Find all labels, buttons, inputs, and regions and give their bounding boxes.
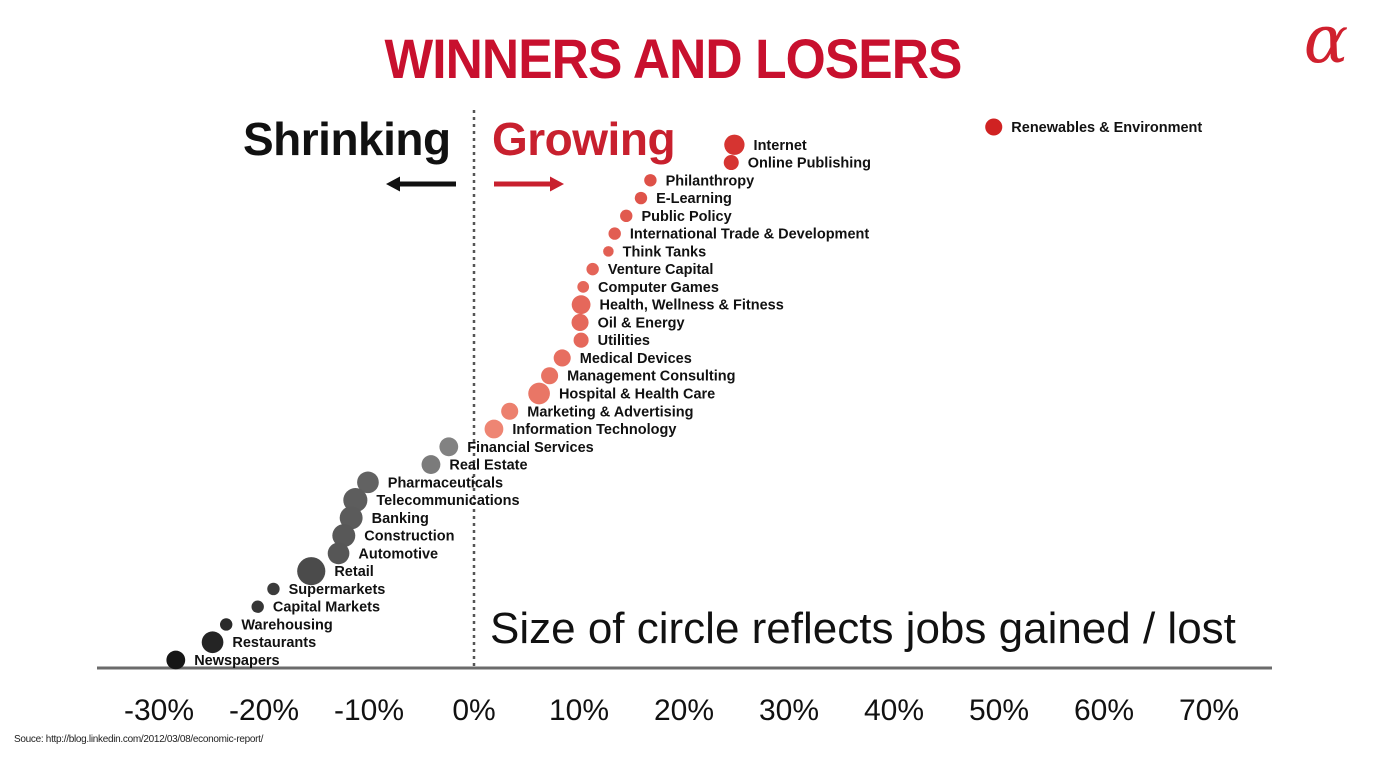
x-tick-label: 10% bbox=[549, 694, 609, 727]
data-point-label: E-Learning bbox=[656, 191, 732, 207]
data-point-label: Construction bbox=[364, 529, 454, 545]
x-tick-label: 0% bbox=[452, 694, 495, 727]
data-point-circle bbox=[297, 557, 326, 586]
x-tick-label: 40% bbox=[864, 694, 924, 727]
data-point-circle bbox=[421, 455, 441, 474]
data-point-circle bbox=[985, 118, 1003, 136]
x-tick-label: -20% bbox=[229, 694, 299, 727]
data-point-circle bbox=[251, 600, 264, 613]
data-point-label: Supermarkets bbox=[289, 582, 386, 598]
right-arrow-icon bbox=[494, 176, 564, 192]
axes: -30% -20% -10% 0% 10% 20% 30% 40% 50% 60% 70% bbox=[97, 110, 1272, 727]
data-point-label: Oil & Energy bbox=[598, 315, 685, 331]
data-point-circle bbox=[528, 382, 550, 405]
data-point-circle bbox=[327, 542, 350, 565]
data-point-label: Public Policy bbox=[641, 209, 731, 225]
data-point-circle bbox=[571, 295, 591, 315]
data-point-circle bbox=[439, 437, 459, 457]
data-point-label: Internet bbox=[754, 138, 807, 154]
x-tick-label: 60% bbox=[1074, 694, 1134, 727]
data-point-label: Automotive bbox=[358, 546, 438, 562]
data-point-circle bbox=[541, 367, 559, 385]
data-point-circle bbox=[484, 419, 504, 439]
growing-heading: Growing bbox=[492, 113, 676, 165]
data-point-label: Utilities bbox=[598, 333, 650, 349]
data-point-label: Management Consulting bbox=[567, 369, 735, 385]
data-point-label: Think Tanks bbox=[623, 244, 707, 260]
data-point-circle bbox=[571, 313, 589, 331]
slide-title: WINNERS AND LOSERS bbox=[384, 27, 963, 90]
data-point-circle bbox=[343, 488, 368, 513]
data-point-circle bbox=[577, 281, 590, 293]
data-point-circle bbox=[220, 618, 233, 631]
data-point-circle bbox=[620, 209, 633, 223]
data-point-circle bbox=[332, 524, 356, 548]
data-point-circle bbox=[553, 349, 571, 367]
data-point-label: Financial Services bbox=[467, 440, 594, 456]
data-point-circle bbox=[603, 246, 614, 257]
data-point-circle bbox=[201, 631, 224, 654]
data-point-label: Online Publishing bbox=[748, 156, 871, 172]
data-point-circle bbox=[166, 650, 186, 670]
data-point-label: Banking bbox=[372, 511, 429, 527]
data-point-label: Medical Devices bbox=[580, 351, 692, 367]
source-citation: Souce: http://blog.linkedin.com/2012/03/… bbox=[14, 734, 264, 745]
data-point-circle bbox=[723, 155, 739, 171]
x-tick-label: -10% bbox=[334, 694, 404, 727]
data-point-label: Retail bbox=[334, 564, 374, 580]
data-point-circle bbox=[339, 506, 363, 530]
data-point-label: Renewables & Environment bbox=[1011, 120, 1202, 136]
data-point-label: Pharmaceuticals bbox=[388, 475, 503, 491]
data-point-label: Real Estate bbox=[449, 458, 527, 474]
data-point-circle bbox=[634, 191, 648, 205]
data-point-label: Venture Capital bbox=[608, 262, 714, 278]
data-point-label: Capital Markets bbox=[273, 600, 380, 616]
x-ticks: -30% -20% -10% 0% 10% 20% 30% 40% 50% 60% 70% bbox=[124, 694, 1239, 727]
x-tick-label: 50% bbox=[969, 694, 1029, 727]
data-point-circle bbox=[357, 471, 379, 494]
data-point-circle bbox=[501, 402, 519, 420]
data-point-label: Marketing & Advertising bbox=[527, 404, 693, 420]
data-point-label: Warehousing bbox=[241, 617, 332, 633]
data-point-circle bbox=[586, 262, 599, 276]
data-point-circle bbox=[608, 227, 621, 240]
data-point-label: Computer Games bbox=[598, 280, 719, 296]
alpha-logo-icon: α bbox=[1303, 1, 1349, 78]
data-point-label: Telecommunications bbox=[376, 493, 519, 509]
direction-arrows bbox=[386, 176, 564, 192]
data-point-circle bbox=[267, 582, 280, 596]
shrinking-heading: Shrinking bbox=[243, 113, 451, 165]
data-point-label: Newspapers bbox=[194, 653, 279, 669]
size-legend-note: Size of circle reflects jobs gained / lo… bbox=[490, 604, 1236, 653]
left-arrow-icon bbox=[386, 176, 456, 192]
x-tick-label: -30% bbox=[124, 694, 194, 727]
data-point-label: Hospital & Health Care bbox=[559, 387, 715, 403]
data-point-circle bbox=[724, 134, 745, 155]
data-point-label: Information Technology bbox=[512, 422, 676, 438]
x-tick-label: 70% bbox=[1179, 694, 1239, 727]
x-tick-label: 30% bbox=[759, 694, 819, 727]
data-point-label: International Trade & Development bbox=[630, 227, 869, 243]
data-point-circle bbox=[573, 332, 589, 348]
data-point-label: Philanthropy bbox=[666, 173, 755, 189]
data-point-label: Restaurants bbox=[232, 635, 316, 651]
x-tick-label: 20% bbox=[654, 694, 714, 727]
data-points: Renewables & Environment Internet Online P… bbox=[166, 118, 1202, 670]
data-point-circle bbox=[644, 174, 657, 187]
data-point-label: Health, Wellness & Fitness bbox=[600, 298, 784, 314]
